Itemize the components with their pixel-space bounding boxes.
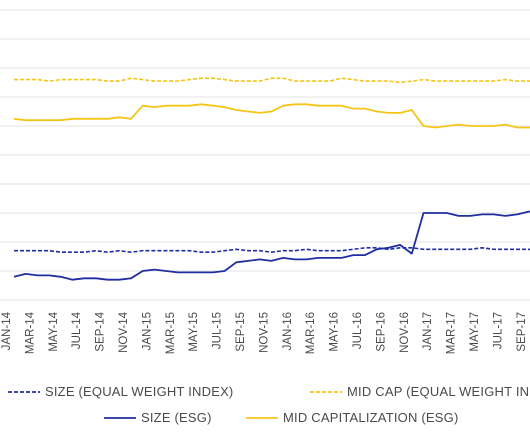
x-tick-label: MAY-17 (469, 312, 481, 352)
grid-lines (0, 9, 530, 301)
x-tick-label: MAR-15 (165, 312, 177, 354)
series-line-2 (14, 77, 530, 84)
x-tick-label: JAN-17 (422, 312, 434, 350)
x-tick-label: MAR-14 (24, 311, 36, 354)
legend-label: MID CAPITALIZATION (ESG) (283, 410, 459, 425)
x-tick-label: MAR-17 (446, 312, 458, 354)
x-tick-label: SEP-16 (375, 312, 387, 352)
x-tick-label: JUL-17 (492, 312, 504, 349)
legend-label: SIZE (EQUAL WEIGHT INDEX) (45, 384, 233, 399)
x-tick-label: MAR-16 (305, 312, 317, 354)
x-tick-label: JAN-14 (1, 311, 13, 350)
x-axis-tick-labels: JAN-14 MAR-14 MAY-14 JUL-14 SEP-14 NOV-14 JAN-… (1, 311, 528, 354)
series-line-1 (14, 247, 530, 253)
x-tick-label: NOV-16 (399, 312, 411, 353)
x-tick-label: JAN-16 (282, 312, 294, 350)
x-tick-label: SEP-14 (95, 311, 107, 351)
x-tick-label: SEP-15 (235, 312, 247, 352)
legend: SIZE (EQUAL WEIGHT INDEX) MID CAP (EQUAL … (8, 384, 530, 425)
x-tick-label: JUL-16 (352, 312, 364, 349)
series-line-3 (13, 210, 530, 281)
x-tick-label: JUL-14 (71, 311, 83, 349)
series-line-4 (13, 103, 530, 129)
x-tick-label: MAY-16 (329, 312, 341, 352)
x-tick-label: JUL-15 (212, 312, 224, 349)
x-tick-label: MAY-14 (48, 311, 60, 351)
x-tick-label: NOV-15 (258, 312, 270, 353)
x-tick-label: JAN-15 (141, 312, 153, 350)
legend-label: SIZE (ESG) (141, 410, 212, 425)
x-tick-label: NOV-14 (118, 311, 130, 353)
series-lines (13, 77, 530, 281)
x-tick-label: MAY-15 (188, 312, 200, 352)
legend-label: MID CAP (EQUAL WEIGHT INDEX) (347, 384, 530, 399)
x-tick-label: SEP-17 (516, 312, 528, 352)
